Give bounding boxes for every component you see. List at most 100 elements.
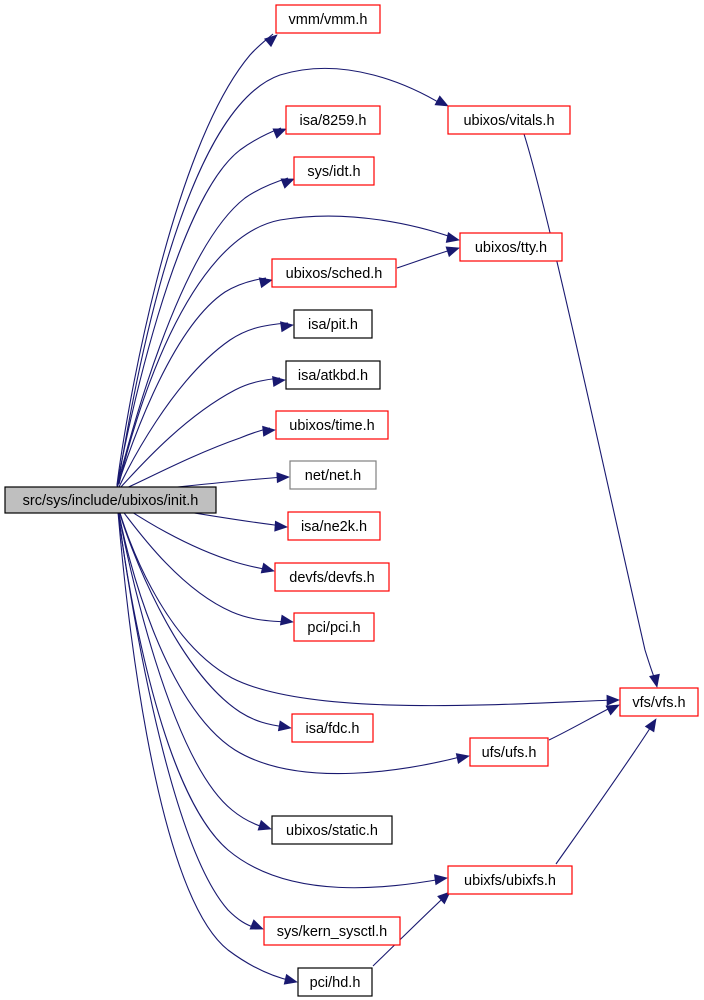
node-box-static[interactable] bbox=[271, 815, 393, 845]
node-box-init[interactable] bbox=[4, 486, 217, 514]
arrowhead-ufs-vfs bbox=[605, 704, 620, 716]
edge-init-to-vfs bbox=[117, 505, 615, 707]
node-pit[interactable]: isa/pit.h bbox=[293, 309, 373, 339]
node-box-atkbd[interactable] bbox=[285, 360, 381, 390]
arrow-triangle bbox=[649, 673, 660, 688]
node-pci[interactable]: pci/pci.h bbox=[293, 612, 375, 642]
node-box-sched[interactable] bbox=[271, 258, 397, 288]
node-label-net: net/net.h bbox=[305, 468, 361, 484]
node-net[interactable]: net/net.h bbox=[289, 460, 377, 490]
arrowhead-init-ne2k bbox=[274, 520, 288, 532]
node-atkbd[interactable]: isa/atkbd.h bbox=[285, 360, 381, 390]
edge-init-to-devfs bbox=[117, 502, 270, 571]
node-box-tty[interactable] bbox=[459, 232, 563, 262]
node-box-pci[interactable] bbox=[293, 612, 375, 642]
edge-init-to-time bbox=[118, 427, 271, 492]
arrow-triangle bbox=[279, 614, 294, 626]
edge-init-to-pci bbox=[117, 504, 289, 623]
arrow-triangle bbox=[249, 919, 264, 930]
node-label-sched: ubixos/sched.h bbox=[286, 266, 383, 282]
arrow-triangle bbox=[280, 321, 294, 333]
node-box-kern_sysctl[interactable] bbox=[263, 916, 401, 946]
node-tty[interactable]: ubixos/tty.h bbox=[459, 232, 563, 262]
edge-init-to-sched bbox=[116, 277, 267, 489]
node-i8259[interactable]: isa/8259.h bbox=[285, 105, 381, 135]
arrow-triangle bbox=[644, 718, 657, 733]
arrow-triangle bbox=[257, 819, 272, 831]
arrowhead-init-sched bbox=[258, 277, 273, 289]
node-box-pit[interactable] bbox=[293, 309, 373, 339]
node-box-vitals[interactable] bbox=[447, 105, 571, 135]
arrow-triangle bbox=[445, 246, 460, 258]
node-label-pit: isa/pit.h bbox=[308, 317, 358, 333]
arrow-triangle bbox=[262, 425, 276, 437]
arrow-triangle bbox=[434, 95, 449, 107]
node-label-vitals: ubixos/vitals.h bbox=[463, 113, 554, 129]
node-fdc[interactable]: isa/fdc.h bbox=[291, 713, 374, 743]
arrow-triangle bbox=[274, 520, 288, 532]
arrow-triangle bbox=[434, 874, 448, 886]
node-box-ufs[interactable] bbox=[469, 737, 549, 767]
edge-init-to-vitals bbox=[117, 67, 444, 485]
edge-init-to-i8259 bbox=[116, 127, 282, 487]
node-label-atkbd: isa/atkbd.h bbox=[298, 368, 368, 384]
arrowhead-vitals-vfs bbox=[649, 673, 660, 688]
node-box-i8259[interactable] bbox=[285, 105, 381, 135]
node-kern_sysctl[interactable]: sys/kern_sysctl.h bbox=[263, 916, 401, 946]
node-label-static: ubixos/static.h bbox=[286, 823, 378, 839]
edge-sched-to-tty bbox=[396, 248, 455, 269]
edge-ufs-to-vfs bbox=[548, 705, 615, 741]
edge-init-to-tty bbox=[118, 215, 455, 485]
node-ufs[interactable]: ufs/ufs.h bbox=[469, 737, 549, 767]
arrowhead-ubixfs-vfs bbox=[644, 718, 657, 733]
node-time[interactable]: ubixos/time.h bbox=[275, 410, 389, 440]
edge-init-to-atkbd bbox=[117, 377, 281, 491]
node-label-vfs: vfs/vfs.h bbox=[632, 695, 685, 711]
arrowhead-init-pci bbox=[279, 614, 294, 626]
node-label-fdc: isa/fdc.h bbox=[306, 721, 360, 737]
arrowhead-init-hd bbox=[283, 973, 298, 985]
node-box-ubixfs[interactable] bbox=[447, 865, 573, 895]
node-ubixfs[interactable]: ubixfs/ubixfs.h bbox=[447, 865, 573, 895]
node-box-time[interactable] bbox=[275, 410, 389, 440]
node-box-devfs[interactable] bbox=[274, 562, 390, 592]
arrow-triangle bbox=[437, 891, 451, 905]
arrowhead-init-pit bbox=[280, 321, 294, 333]
arrow-triangle bbox=[455, 753, 470, 764]
node-idt[interactable]: sys/idt.h bbox=[293, 156, 375, 186]
node-hd[interactable]: pci/hd.h bbox=[297, 967, 373, 997]
arrow-triangle bbox=[260, 562, 275, 574]
node-vfs[interactable]: vfs/vfs.h bbox=[619, 687, 699, 717]
arrow-triangle bbox=[277, 720, 292, 732]
node-init[interactable]: src/sys/include/ubixos/init.h bbox=[4, 486, 217, 514]
node-sched[interactable]: ubixos/sched.h bbox=[271, 258, 397, 288]
nodes-layer: src/sys/include/ubixos/init.h vmm/vmm.h ub… bbox=[4, 4, 699, 997]
arrowheads-layer bbox=[249, 34, 660, 985]
node-box-hd[interactable] bbox=[297, 967, 373, 997]
arrow-triangle bbox=[445, 232, 460, 243]
node-label-idt: sys/idt.h bbox=[307, 164, 360, 180]
arrow-triangle bbox=[280, 178, 295, 189]
node-label-ufs: ufs/ufs.h bbox=[482, 745, 537, 761]
node-box-ne2k[interactable] bbox=[287, 511, 381, 541]
edge-ubixfs-to-vfs bbox=[555, 721, 655, 865]
node-label-vmm: vmm/vmm.h bbox=[289, 12, 368, 28]
node-static[interactable]: ubixos/static.h bbox=[271, 815, 393, 845]
node-label-kern_sysctl: sys/kern_sysctl.h bbox=[277, 924, 387, 940]
node-box-fdc[interactable] bbox=[291, 713, 374, 743]
arrowhead-init-ufs bbox=[455, 753, 470, 764]
node-box-vmm[interactable] bbox=[275, 4, 381, 34]
node-devfs[interactable]: devfs/devfs.h bbox=[274, 562, 390, 592]
node-vitals[interactable]: ubixos/vitals.h bbox=[447, 105, 571, 135]
node-box-net[interactable] bbox=[289, 460, 377, 490]
node-box-idt[interactable] bbox=[293, 156, 375, 186]
node-label-pci: pci/pci.h bbox=[307, 620, 360, 636]
arrow-triangle bbox=[605, 704, 620, 716]
node-ne2k[interactable]: isa/ne2k.h bbox=[287, 511, 381, 541]
node-box-vfs[interactable] bbox=[619, 687, 699, 717]
node-vmm[interactable]: vmm/vmm.h bbox=[275, 4, 381, 34]
edge-init-to-hd bbox=[117, 511, 293, 982]
node-label-hd: pci/hd.h bbox=[310, 975, 361, 991]
